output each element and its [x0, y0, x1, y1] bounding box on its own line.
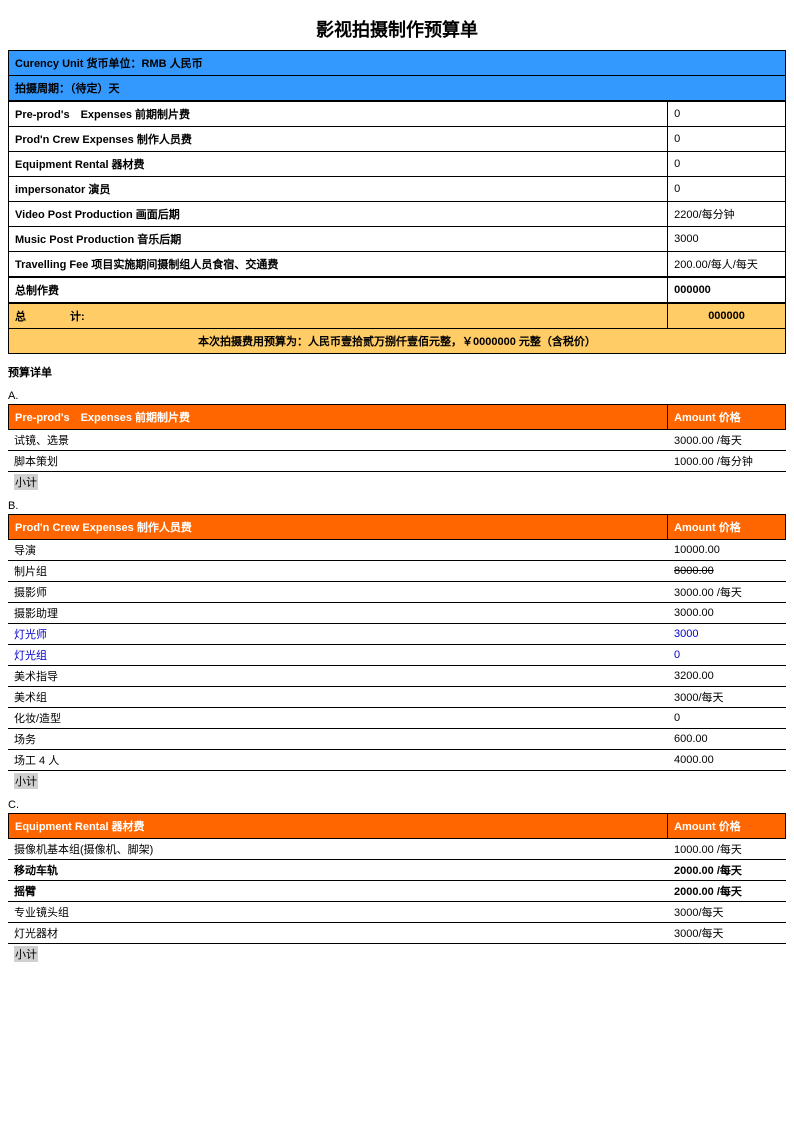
summary-value: 0	[668, 152, 786, 177]
summary-label: Prod'n Crew Expenses 制作人员费	[9, 127, 668, 152]
detail-label: 试镜、选景	[8, 430, 668, 451]
detail-value: 3000.00	[668, 603, 786, 624]
amount-header: Amount 价格	[668, 515, 786, 540]
detail-label: 摄像机基本组(摄像机、脚架)	[8, 839, 668, 860]
summary-value: 200.00/每人/每天	[668, 252, 786, 277]
detail-label: 摇臂	[8, 881, 668, 902]
detail-label: 美术指导	[8, 666, 668, 687]
detail-value: 2000.00 /每天	[668, 860, 786, 881]
summary-value: 0	[668, 102, 786, 127]
detail-label: 灯光师	[8, 624, 668, 645]
summary-label: Music Post Production 音乐后期	[9, 227, 668, 252]
currency-row: Curency Unit 货币单位：RMB 人民币	[9, 51, 786, 76]
summary-label: Pre-prod's Expenses 前期制片费	[9, 102, 668, 127]
budget-note: 本次拍摄费用预算为：人民币壹拾贰万捌仟壹佰元整，￥0000000 元整（含税价）	[9, 329, 786, 354]
section-header: Prod'n Crew Expenses 制作人员费	[9, 515, 668, 540]
grand-total-label: 总 计:	[9, 304, 668, 329]
detail-value: 8000.00	[668, 561, 786, 582]
detail-title: 预算详单	[8, 360, 786, 382]
subtotal-row: 小计	[8, 944, 786, 965]
section-key: A.	[8, 388, 786, 404]
detail-value: 3000.00 /每天	[668, 430, 786, 451]
summary-label: impersonator 演员	[9, 177, 668, 202]
sections-container: A.Pre-prod's Expenses 前期制片费Amount 价格试镜、选…	[8, 388, 786, 970]
total-production-table: 总制作费000000	[8, 277, 786, 303]
section-header: Equipment Rental 器材费	[9, 814, 668, 839]
detail-label: 场工 4 人	[8, 750, 668, 771]
detail-label: 化妆/造型	[8, 708, 668, 729]
section-header: Pre-prod's Expenses 前期制片费	[9, 405, 668, 430]
period-row: 拍摄周期：（待定）天	[9, 76, 786, 101]
summary-body: Pre-prod's Expenses 前期制片费0Prod'n Crew Ex…	[8, 101, 786, 277]
detail-value: 600.00	[668, 729, 786, 750]
summary-value: 0	[668, 127, 786, 152]
detail-label: 摄影师	[8, 582, 668, 603]
subtotal-row: 小计	[8, 771, 786, 792]
total-prod-label: 总制作费	[9, 278, 668, 303]
detail-value: 4000.00	[668, 750, 786, 771]
section-key: C.	[8, 797, 786, 813]
detail-value: 1000.00 /每分钟	[668, 451, 786, 472]
summary-value: 3000	[668, 227, 786, 252]
summary-value: 0	[668, 177, 786, 202]
detail-label: 摄影助理	[8, 603, 668, 624]
amount-header: Amount 价格	[668, 814, 786, 839]
subtotal-label: 小计	[14, 946, 38, 962]
detail-value: 0	[668, 708, 786, 729]
subtotal-label: 小计	[14, 474, 38, 490]
total-prod-value: 000000	[668, 278, 786, 303]
detail-label: 专业镜头组	[8, 902, 668, 923]
detail-value: 10000.00	[668, 540, 786, 561]
detail-value: 1000.00 /每天	[668, 839, 786, 860]
detail-value: 3000.00 /每天	[668, 582, 786, 603]
detail-value: 3000	[668, 624, 786, 645]
detail-label: 灯光器材	[8, 923, 668, 944]
page-title: 影视拍摄制作预算单	[8, 10, 786, 50]
summary-label: Video Post Production 画面后期	[9, 202, 668, 227]
grand-total-value: 000000	[668, 304, 786, 329]
detail-value: 3200.00	[668, 666, 786, 687]
detail-value: 3000/每天	[668, 902, 786, 923]
summary-label: Equipment Rental 器材费	[9, 152, 668, 177]
detail-value: 2000.00 /每天	[668, 881, 786, 902]
detail-value: 0	[668, 645, 786, 666]
summary-value: 2200/每分钟	[668, 202, 786, 227]
detail-label: 美术组	[8, 687, 668, 708]
amount-header: Amount 价格	[668, 405, 786, 430]
detail-label: 移动车轨	[8, 860, 668, 881]
summary-label: Travelling Fee 项目实施期间摄制组人员食宿、交通费	[9, 252, 668, 277]
summary-table: Curency Unit 货币单位：RMB 人民币 拍摄周期：（待定）天	[8, 50, 786, 101]
detail-label: 场务	[8, 729, 668, 750]
grand-total-table: 总 计:000000 本次拍摄费用预算为：人民币壹拾贰万捌仟壹佰元整，￥0000…	[8, 303, 786, 354]
subtotal-label: 小计	[14, 773, 38, 789]
detail-value: 3000/每天	[668, 687, 786, 708]
detail-label: 制片组	[8, 561, 668, 582]
detail-label: 导演	[8, 540, 668, 561]
detail-label: 脚本策划	[8, 451, 668, 472]
detail-label: 灯光组	[8, 645, 668, 666]
section-key: B.	[8, 498, 786, 514]
detail-value: 3000/每天	[668, 923, 786, 944]
subtotal-row: 小计	[8, 472, 786, 493]
